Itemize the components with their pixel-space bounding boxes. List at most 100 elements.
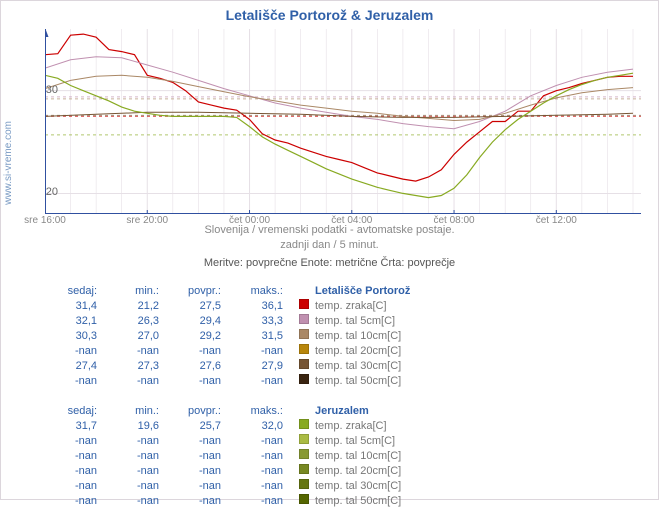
cell-maks: -nan bbox=[225, 448, 287, 463]
cell-maks: 36,1 bbox=[225, 298, 287, 313]
table-row: 31,421,227,536,1 temp. zraka[C] bbox=[39, 298, 414, 313]
table-row: -nan-nan-nan-nantemp. tal 30cm[C] bbox=[39, 478, 414, 493]
series-label: temp. tal 5cm[C] bbox=[313, 313, 414, 328]
cell-maks: 31,5 bbox=[225, 328, 287, 343]
series-swatch bbox=[287, 373, 313, 388]
table-row: -nan-nan-nan-nantemp. tal 10cm[C] bbox=[39, 448, 414, 463]
series-swatch bbox=[287, 343, 313, 358]
chart-meta: Meritve: povprečne Enote: metrične Črta:… bbox=[1, 257, 658, 269]
series-swatch bbox=[287, 493, 313, 508]
cell-sedaj: -nan bbox=[39, 433, 101, 448]
site-url: www.si-vreme.com bbox=[3, 121, 14, 205]
chart-title: Letališče Portorož & Jeruzalem bbox=[1, 1, 658, 23]
cell-maks: -nan bbox=[225, 433, 287, 448]
cell-maks: -nan bbox=[225, 343, 287, 358]
col-min: min.: bbox=[101, 403, 163, 418]
table-row: 32,126,329,433,3 temp. tal 5cm[C] bbox=[39, 313, 414, 328]
col-maks: maks.: bbox=[225, 403, 287, 418]
cell-min: 19,6 bbox=[101, 418, 163, 433]
series-swatch bbox=[287, 463, 313, 478]
cell-min: -nan bbox=[101, 478, 163, 493]
cell-povpr: 29,4 bbox=[163, 313, 225, 328]
location-name: Letališče Portorož bbox=[313, 283, 414, 298]
cell-min: -nan bbox=[101, 433, 163, 448]
cell-povpr: -nan bbox=[163, 448, 225, 463]
series-label: temp. tal 10cm[C] bbox=[313, 448, 414, 463]
cell-povpr: -nan bbox=[163, 478, 225, 493]
table-row: 31,719,625,732,0 temp. zraka[C] bbox=[39, 418, 414, 433]
cell-maks: -nan bbox=[225, 478, 287, 493]
cell-maks: -nan bbox=[225, 373, 287, 388]
cell-min: 27,3 bbox=[101, 358, 163, 373]
cell-povpr: 29,2 bbox=[163, 328, 225, 343]
cell-min: 27,0 bbox=[101, 328, 163, 343]
series-label: temp. tal 20cm[C] bbox=[313, 463, 414, 478]
cell-min: -nan bbox=[101, 463, 163, 478]
cell-min: -nan bbox=[101, 493, 163, 508]
series-label: temp. tal 20cm[C] bbox=[313, 343, 414, 358]
table-row: -nan-nan-nan-nantemp. tal 20cm[C] bbox=[39, 463, 414, 478]
cell-povpr: -nan bbox=[163, 463, 225, 478]
cell-maks: 33,3 bbox=[225, 313, 287, 328]
location-name: Jeruzalem bbox=[313, 403, 414, 418]
y-tick-label: 20 bbox=[28, 186, 58, 198]
series-swatch bbox=[287, 358, 313, 373]
cell-povpr: -nan bbox=[163, 433, 225, 448]
series-swatch bbox=[287, 433, 313, 448]
cell-sedaj: 27,4 bbox=[39, 358, 101, 373]
cell-povpr: -nan bbox=[163, 373, 225, 388]
cell-min: -nan bbox=[101, 343, 163, 358]
series-label: temp. tal 50cm[C] bbox=[313, 373, 414, 388]
series-label: temp. zraka[C] bbox=[313, 418, 414, 433]
cell-povpr: 25,7 bbox=[163, 418, 225, 433]
cell-povpr: -nan bbox=[163, 493, 225, 508]
cell-sedaj: -nan bbox=[39, 448, 101, 463]
cell-min: 21,2 bbox=[101, 298, 163, 313]
col-povpr: povpr.: bbox=[163, 403, 225, 418]
series-swatch bbox=[287, 478, 313, 493]
cell-maks: 32,0 bbox=[225, 418, 287, 433]
cell-sedaj: 31,7 bbox=[39, 418, 101, 433]
cell-min: -nan bbox=[101, 448, 163, 463]
table-row: -nan-nan-nan-nantemp. tal 50cm[C] bbox=[39, 373, 414, 388]
col-min: min.: bbox=[101, 283, 163, 298]
cell-povpr: -nan bbox=[163, 343, 225, 358]
chart-subtitle: Slovenija / vremenski podatki - avtomats… bbox=[1, 223, 658, 253]
cell-sedaj: -nan bbox=[39, 493, 101, 508]
series-swatch bbox=[287, 448, 313, 463]
cell-povpr: 27,5 bbox=[163, 298, 225, 313]
y-tick-label: 30 bbox=[28, 84, 58, 96]
series-label: temp. tal 30cm[C] bbox=[313, 358, 414, 373]
series-swatch bbox=[287, 313, 313, 328]
series-label: temp. tal 50cm[C] bbox=[313, 493, 414, 508]
col-sedaj: sedaj: bbox=[39, 403, 101, 418]
chart-area bbox=[45, 29, 641, 214]
series-label: temp. zraka[C] bbox=[313, 298, 414, 313]
cell-sedaj: 32,1 bbox=[39, 313, 101, 328]
series-label: temp. tal 10cm[C] bbox=[313, 328, 414, 343]
cell-maks: -nan bbox=[225, 463, 287, 478]
cell-sedaj: -nan bbox=[39, 478, 101, 493]
table-row: 30,327,029,231,5 temp. tal 10cm[C] bbox=[39, 328, 414, 343]
cell-maks: 27,9 bbox=[225, 358, 287, 373]
series-swatch bbox=[287, 328, 313, 343]
table-row: -nan-nan-nan-nantemp. tal 50cm[C] bbox=[39, 493, 414, 508]
cell-sedaj: -nan bbox=[39, 463, 101, 478]
cell-sedaj: 30,3 bbox=[39, 328, 101, 343]
stats-tables: sedaj:min.:povpr.:maks.:Letališče Portor… bbox=[39, 283, 414, 508]
col-maks: maks.: bbox=[225, 283, 287, 298]
cell-sedaj: -nan bbox=[39, 373, 101, 388]
cell-min: 26,3 bbox=[101, 313, 163, 328]
cell-sedaj: 31,4 bbox=[39, 298, 101, 313]
table-row: -nan-nan-nan-nantemp. tal 20cm[C] bbox=[39, 343, 414, 358]
cell-povpr: 27,6 bbox=[163, 358, 225, 373]
cell-sedaj: -nan bbox=[39, 343, 101, 358]
cell-maks: -nan bbox=[225, 493, 287, 508]
series-label: temp. tal 5cm[C] bbox=[313, 433, 414, 448]
series-swatch bbox=[287, 418, 313, 433]
table-row: -nan-nan-nan-nantemp. tal 5cm[C] bbox=[39, 433, 414, 448]
series-label: temp. tal 30cm[C] bbox=[313, 478, 414, 493]
table-row: 27,427,327,627,9 temp. tal 30cm[C] bbox=[39, 358, 414, 373]
col-povpr: povpr.: bbox=[163, 283, 225, 298]
col-sedaj: sedaj: bbox=[39, 283, 101, 298]
